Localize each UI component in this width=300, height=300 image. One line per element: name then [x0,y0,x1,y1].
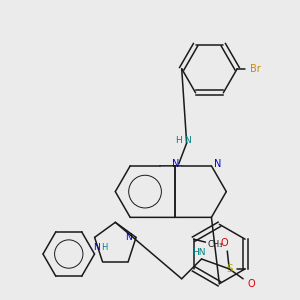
Text: O: O [220,238,228,248]
Text: N: N [172,159,179,169]
Text: O: O [247,279,255,289]
Text: HN: HN [192,248,205,256]
Text: N: N [93,243,100,252]
Text: Br: Br [250,64,260,74]
Text: N: N [214,159,221,169]
Text: H: H [101,243,108,252]
Text: CH₃: CH₃ [208,240,223,249]
Text: H: H [176,136,182,145]
Text: S: S [226,264,232,274]
Text: N: N [125,233,131,242]
Text: N: N [184,136,191,145]
